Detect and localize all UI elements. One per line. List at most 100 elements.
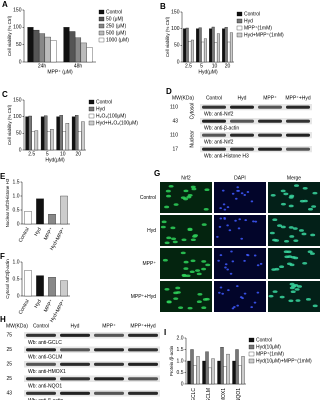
lane-label: Hyd: [238, 95, 247, 101]
cell: [183, 267, 189, 270]
row-label: Wb: anti-HMOX1: [28, 369, 66, 375]
legend-swatch: [236, 25, 243, 31]
cell: [279, 295, 285, 299]
mw-label: 43: [6, 390, 12, 396]
legend-label: 250 (μM): [106, 23, 126, 29]
cell: [160, 225, 166, 229]
panel-label: E: [0, 172, 6, 181]
blot-band: [60, 391, 90, 395]
mw-header: MW(KDa): [6, 323, 28, 329]
bar: [185, 27, 189, 63]
x-tick-label: 2.5: [28, 151, 35, 157]
cell: [195, 269, 201, 272]
cell: [250, 306, 253, 309]
bar: [217, 360, 221, 385]
row-label: MPP⁺+Hyd: [131, 294, 157, 300]
bar: [80, 42, 87, 63]
y-tick-label: 0.5: [13, 276, 20, 282]
legend-swatch: [248, 337, 255, 343]
lane-label: Control: [206, 95, 222, 101]
micrograph: [160, 248, 212, 279]
bar: [34, 130, 39, 151]
cell: [227, 289, 230, 292]
cell: [203, 207, 209, 211]
cell: [311, 205, 317, 208]
cell: [221, 189, 225, 192]
cell: [221, 292, 224, 295]
cell: [226, 224, 229, 227]
mw-label: 110: [170, 132, 178, 138]
row-label: Control: [140, 195, 156, 201]
legend-swatch: [88, 99, 95, 105]
cell: [196, 300, 202, 303]
x-axis-label: Hyd(μM): [45, 157, 65, 163]
bar: [65, 123, 70, 151]
cell: [272, 290, 278, 293]
bar: [47, 131, 51, 151]
blot-band: [128, 362, 158, 366]
cell: [231, 260, 235, 263]
cell: [238, 218, 242, 221]
blot-band: [128, 391, 158, 395]
cell: [237, 189, 240, 192]
legend-swatch: [88, 120, 95, 126]
bar: [205, 351, 209, 385]
bar: [193, 365, 197, 385]
cell: [277, 224, 283, 227]
cell: [229, 272, 233, 275]
cell: [226, 268, 230, 271]
bar: [202, 360, 206, 385]
blot-band: [26, 362, 56, 366]
cell: [226, 206, 230, 209]
mw-label: 110: [170, 104, 178, 110]
micrograph: [214, 281, 266, 312]
cell: [270, 194, 276, 197]
cell: [272, 218, 278, 222]
cell: [237, 227, 241, 230]
x-tick-label: Hyd: [33, 226, 43, 237]
row-label: Wb: anti-Nrf2: [204, 139, 234, 145]
blot-strip: [24, 375, 160, 383]
x-tick-label: 2.5: [185, 63, 192, 69]
y-tick-label: 100: [171, 26, 180, 32]
cell: [305, 298, 311, 301]
cell: [162, 258, 168, 262]
panel-label: G: [154, 169, 160, 178]
blot-band: [258, 105, 282, 109]
cell: [309, 252, 315, 255]
bar: [24, 270, 32, 297]
cell: [288, 299, 294, 303]
bar: [196, 28, 200, 63]
y-tick-label: 50: [174, 43, 180, 49]
cell: [219, 286, 223, 289]
y-axis-label: Protein /β-actin: [169, 345, 174, 376]
cell: [240, 237, 244, 240]
blot-band: [258, 133, 282, 137]
y-tick-label: 0: [177, 59, 180, 65]
legend-label: 500 (μM): [106, 30, 126, 36]
bar: [36, 275, 44, 297]
cell: [166, 236, 172, 240]
row-label: Wb: anti-GCLC: [28, 340, 62, 346]
mw-label: 43: [172, 118, 178, 124]
legend-swatch: [98, 9, 105, 15]
panel-label: A: [2, 0, 8, 9]
blot-strip: [200, 132, 312, 139]
mw-label: 17: [172, 146, 178, 152]
cell: [246, 254, 250, 257]
cell: [292, 227, 298, 230]
y-tick-label: 0: [17, 221, 20, 227]
bar: [60, 280, 68, 297]
cell: [231, 307, 235, 310]
cell: [181, 274, 187, 278]
blot-band: [60, 333, 90, 337]
y-tick-label: 0.5: [13, 207, 20, 213]
cell: [219, 254, 223, 257]
cell: [175, 291, 181, 294]
lane-label: MPP⁺: [263, 95, 277, 101]
bar: [198, 27, 202, 63]
cell: [293, 256, 299, 260]
legend-label: 1000 (μM): [106, 37, 129, 43]
cell: [284, 255, 290, 259]
